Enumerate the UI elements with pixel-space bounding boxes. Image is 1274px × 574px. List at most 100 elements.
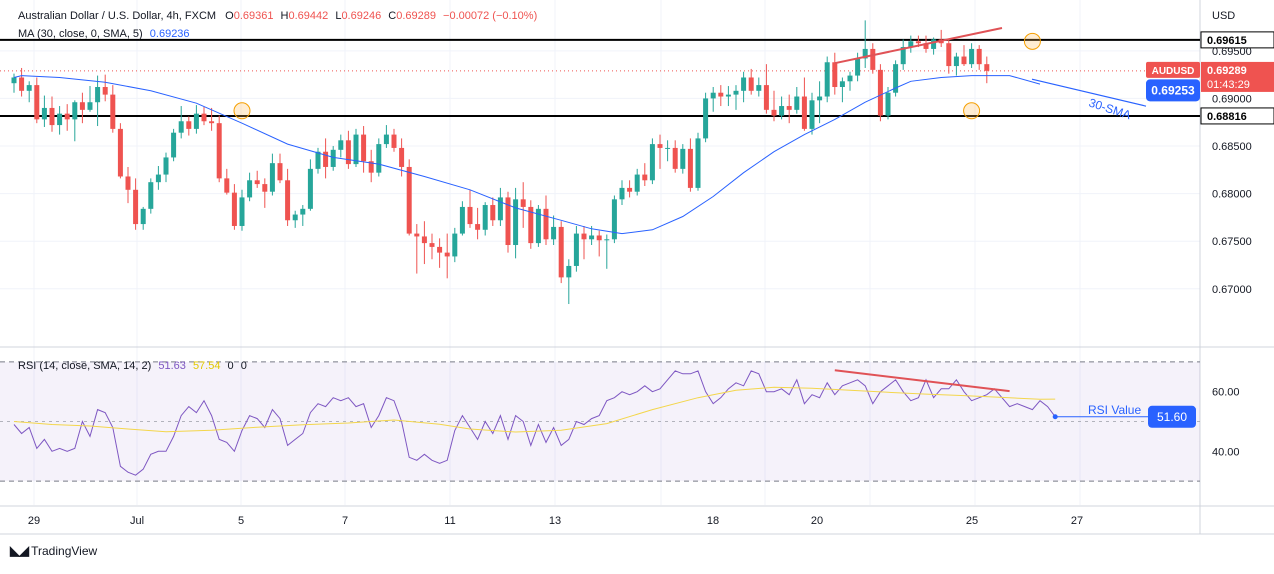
candle-body [969,48,975,65]
candle-body [718,92,724,97]
candle-body [300,208,306,215]
bar-countdown-label: 01:43:29 [1207,79,1250,91]
ohlc-open-label: O [225,10,234,22]
price-divergence-trendline [834,27,1003,65]
ohlc-low-value: 0.69246 [341,10,382,22]
resistance-badge-border [1200,31,1274,49]
symbol-tag [1146,61,1200,78]
time-axis-label: 25 [966,515,978,527]
candle-body [687,148,693,188]
candle-body [566,265,572,278]
candle-body [72,102,78,120]
candle-body [756,85,762,91]
candle-body [885,92,891,116]
time-axis-label: 20 [811,515,823,527]
candle-body [459,206,465,234]
price-tick-label: 0.69000 [1212,93,1252,105]
candle-body [786,106,792,110]
candle-body [163,157,169,175]
candle-body [710,92,716,99]
candle-body [847,75,853,82]
candle-body [589,235,595,240]
candle-body [376,144,382,173]
candle-body [292,214,298,221]
last-price-badge-label: 0.69289 [1207,65,1247,77]
rsi-tick-label: 60.00 [1212,387,1240,399]
sma-30-line [13,75,1041,235]
candle-body [368,161,374,173]
time-axis-label: 29 [28,515,40,527]
candle-body [528,206,534,244]
candle-body [269,163,275,192]
ohlc-open-value: 0.69361 [233,10,274,22]
candle-body [140,208,146,225]
rsi-legend[interactable]: RSI (14, close, SMA, 14, 2) 51.63 57.54 … [18,360,247,372]
candle-body [680,148,686,169]
candle-body [551,226,557,240]
last-price-badge [1201,61,1274,92]
touch-circle-jul5 [233,102,251,120]
candle-body [11,77,17,84]
candle-body [627,187,633,192]
candle-body [475,224,481,230]
candle-body [437,246,443,253]
candle-body [824,62,830,97]
sma-value-badge-label: 0.69253 [1151,83,1195,97]
candle-body [155,174,161,183]
time-axis-label: 7 [342,515,348,527]
rsi-annotation-label: RSI Value [1088,403,1141,417]
candle-body [201,113,207,122]
time-axis-label: 5 [238,515,244,527]
candle-body [444,252,450,257]
candle-body [19,77,25,91]
candle-body [535,208,541,244]
ohlc-high-value: 0.69442 [288,10,329,22]
ma-legend[interactable]: MA (30, close, 0, SMA, 5) 0.69236 [18,28,190,40]
candle-body [763,85,769,110]
tradingview-footer[interactable]: ◣◢ TradingView [10,543,97,559]
candle-body [953,56,959,67]
candle-body [285,180,291,221]
candle-body [634,174,640,192]
price-tick-label: 0.67500 [1212,236,1252,248]
candle-body [505,197,511,246]
candle-body [353,134,359,165]
rsi-ma-line [13,386,1056,433]
candle-body [171,132,177,158]
price-tick-label: 0.69500 [1212,46,1252,58]
candle-body [338,140,344,150]
time-axis-label: 18 [707,515,719,527]
support-badge-label: 0.68816 [1207,111,1247,123]
candle-body [908,41,914,48]
candle-body [117,128,123,177]
time-axis-label: 13 [549,515,561,527]
candle-body [452,233,458,257]
symbol-tag-label: AUDUSD [1152,66,1195,77]
candle-body [839,81,845,88]
rsi-tick-label: 40.00 [1212,446,1240,458]
candle-body [923,43,929,49]
candle-body [95,87,101,103]
candle-body [125,176,131,190]
candle-body [178,121,184,133]
candle-body [611,199,617,240]
candle-body [794,96,800,110]
candle-body [657,144,663,148]
candle-body [558,226,564,278]
candle-body [87,102,93,110]
candle-body [209,121,215,124]
candle-body [49,107,55,126]
candle-body [414,233,420,237]
candle-body [596,235,602,241]
candle-body [961,56,967,65]
candle-body [520,199,526,207]
candle-body [931,39,937,49]
candle-body [809,100,815,129]
candle-body [619,187,625,200]
candle-body [703,98,709,139]
rsi-value-badge [1148,405,1196,428]
candle-body [307,168,313,209]
